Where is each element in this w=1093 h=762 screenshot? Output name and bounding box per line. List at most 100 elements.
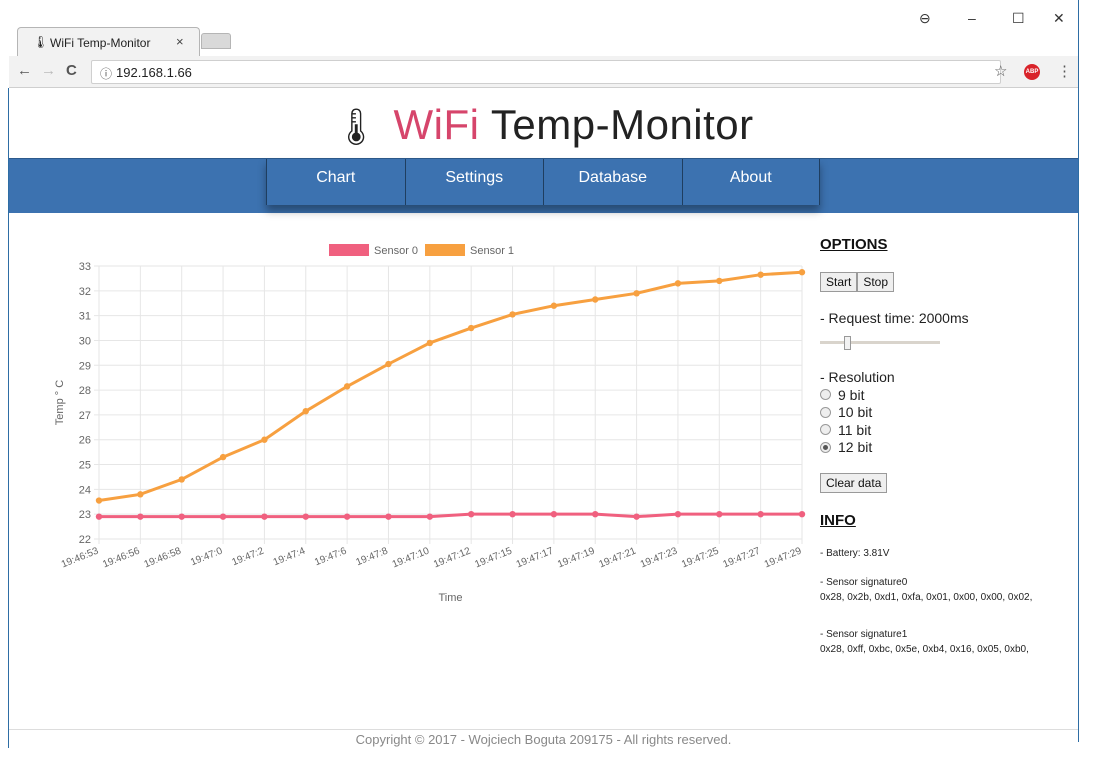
data-point [550, 510, 558, 518]
radio-button[interactable] [820, 424, 831, 436]
reload-button[interactable]: C [66, 62, 77, 79]
data-point [426, 339, 434, 347]
site-header: 🌡 WiFi Temp-Monitor [9, 89, 1078, 159]
sig1-value: 0x28, 0xff, 0xbc, 0x5e, 0xb4, 0x16, 0x05… [820, 644, 1029, 655]
resolution-option[interactable]: 10 bit [820, 404, 872, 422]
y-axis-title: Temp ° C [54, 380, 66, 425]
x-tick-label: 19:47:17 [515, 545, 556, 570]
request-time-slider[interactable] [820, 336, 942, 350]
window-border [1078, 0, 1079, 742]
resolution-option[interactable]: 9 bit [820, 386, 872, 404]
data-point [757, 271, 764, 278]
clear-data-button[interactable]: Clear data [820, 473, 888, 493]
data-point [261, 436, 268, 443]
browser-menu-icon[interactable]: ⋮ [1057, 63, 1072, 80]
sig0-value: 0x28, 0x2b, 0xd1, 0xfa, 0x01, 0x00, 0x00… [820, 592, 1033, 603]
nav-chart[interactable]: Chart [266, 159, 405, 205]
x-tick-label: 19:47:29 [763, 545, 804, 570]
legend-label: Sensor 1 [470, 245, 514, 257]
y-tick-label: 33 [79, 261, 91, 273]
tab-close-icon[interactable]: × [176, 34, 184, 49]
nav-database[interactable]: Database [543, 159, 682, 205]
page-content: 🌡 WiFi Temp-Monitor Chart Settings Databa… [9, 89, 1078, 747]
data-point [302, 513, 309, 520]
data-point [633, 290, 640, 297]
nav-about[interactable]: About [681, 159, 820, 205]
data-point [343, 383, 351, 390]
data-point [509, 510, 516, 518]
url-text: 192.168.1.66 [116, 65, 192, 80]
data-point [178, 476, 185, 483]
data-point [137, 491, 144, 498]
stop-button[interactable]: Stop [857, 272, 895, 292]
radio-label: 9 bit [838, 386, 865, 403]
y-tick-label: 22 [79, 534, 91, 546]
browser-toolbar: ← → C ⓘ 192.168.1.66 ☆ ABP ⋮ [9, 56, 1078, 88]
main-nav: Chart Settings Database About [9, 158, 1078, 213]
info-icon[interactable]: ⓘ [100, 67, 113, 81]
adblock-icon[interactable]: ABP [1024, 64, 1040, 80]
options-title: OPTIONS [820, 236, 888, 253]
minimize-button[interactable]: – [968, 10, 976, 26]
back-button[interactable]: ← [17, 62, 32, 79]
options-panel: OPTIONS Start Stop - Request time: 2000m… [820, 236, 1070, 716]
profile-icon[interactable]: ⊖ [919, 10, 931, 26]
radio-button[interactable] [820, 389, 831, 401]
legend-swatch [329, 244, 369, 256]
temperature-chart: 22 23 24 25 26 27 28 29 30 31 32 33 19:46:53 19:46:56… [39, 229, 819, 619]
data-point [674, 510, 682, 518]
data-point [261, 513, 268, 520]
x-tick-label: 19:47:8 [355, 545, 390, 568]
radio-button-selected[interactable] [820, 441, 831, 453]
nav-settings[interactable]: Settings [404, 159, 543, 205]
x-tick-label: 19:47:23 [639, 545, 680, 570]
series-line [99, 512, 802, 519]
data-point [95, 497, 103, 504]
y-tick-label: 27 [79, 410, 91, 422]
y-tick-label: 28 [79, 385, 91, 397]
x-tick-label: 19:47:27 [722, 545, 763, 570]
window-close-button[interactable]: ✕ [1053, 10, 1065, 26]
data-point [178, 513, 185, 520]
nav-group: Chart Settings Database About [266, 159, 820, 205]
sig0-label: - Sensor signature0 [820, 577, 908, 588]
radio-button[interactable] [820, 406, 831, 418]
data-point [385, 360, 392, 368]
resolution-option[interactable]: 11 bit [820, 421, 872, 439]
y-tick-label: 32 [79, 286, 91, 298]
slider-track [820, 341, 940, 344]
forward-button[interactable]: → [41, 62, 56, 79]
address-bar[interactable]: ⓘ 192.168.1.66 [91, 60, 1001, 84]
data-point [757, 510, 764, 518]
resolution-option[interactable]: 12 bit [820, 439, 872, 457]
footer: Copyright © 2017 - Wojciech Boguta 20917… [9, 729, 1078, 747]
y-tick-label: 25 [79, 460, 91, 472]
data-point [302, 407, 309, 415]
data-point [509, 311, 516, 318]
title-rest: Temp-Monitor [479, 101, 754, 148]
battery-text: - Battery: 3.81V [820, 548, 890, 559]
data-point [467, 324, 475, 332]
resolution-options: 9 bit 10 bit 11 bit 12 bit [820, 386, 872, 456]
data-point [592, 296, 599, 303]
x-tick-label: 19:46:53 [60, 545, 101, 570]
x-tick-label: 19:47:2 [230, 545, 265, 568]
y-tick-label: 24 [79, 484, 91, 496]
bookmark-star-icon[interactable]: ☆ [994, 63, 1008, 80]
title-bar: 🌡 WiFi Temp-Monitor × ⊖ – ☐ ✕ [0, 0, 1078, 57]
data-point [137, 513, 144, 520]
browser-tab[interactable]: 🌡 WiFi Temp-Monitor × [17, 27, 200, 57]
legend-label: Sensor 0 [374, 245, 418, 257]
maximize-button[interactable]: ☐ [1012, 10, 1025, 26]
data-point [426, 513, 434, 520]
y-tick-label: 29 [79, 360, 91, 372]
window-border [8, 88, 9, 748]
thermometer-icon: 🌡 [333, 106, 380, 147]
slider-thumb[interactable] [844, 336, 851, 350]
x-tick-label: 19:47:4 [272, 545, 307, 568]
data-point [95, 513, 103, 520]
tab-title: WiFi Temp-Monitor [50, 36, 151, 50]
new-tab-button[interactable] [201, 33, 231, 49]
start-button[interactable]: Start [820, 272, 858, 292]
thermometer-icon: 🌡 [33, 35, 49, 49]
